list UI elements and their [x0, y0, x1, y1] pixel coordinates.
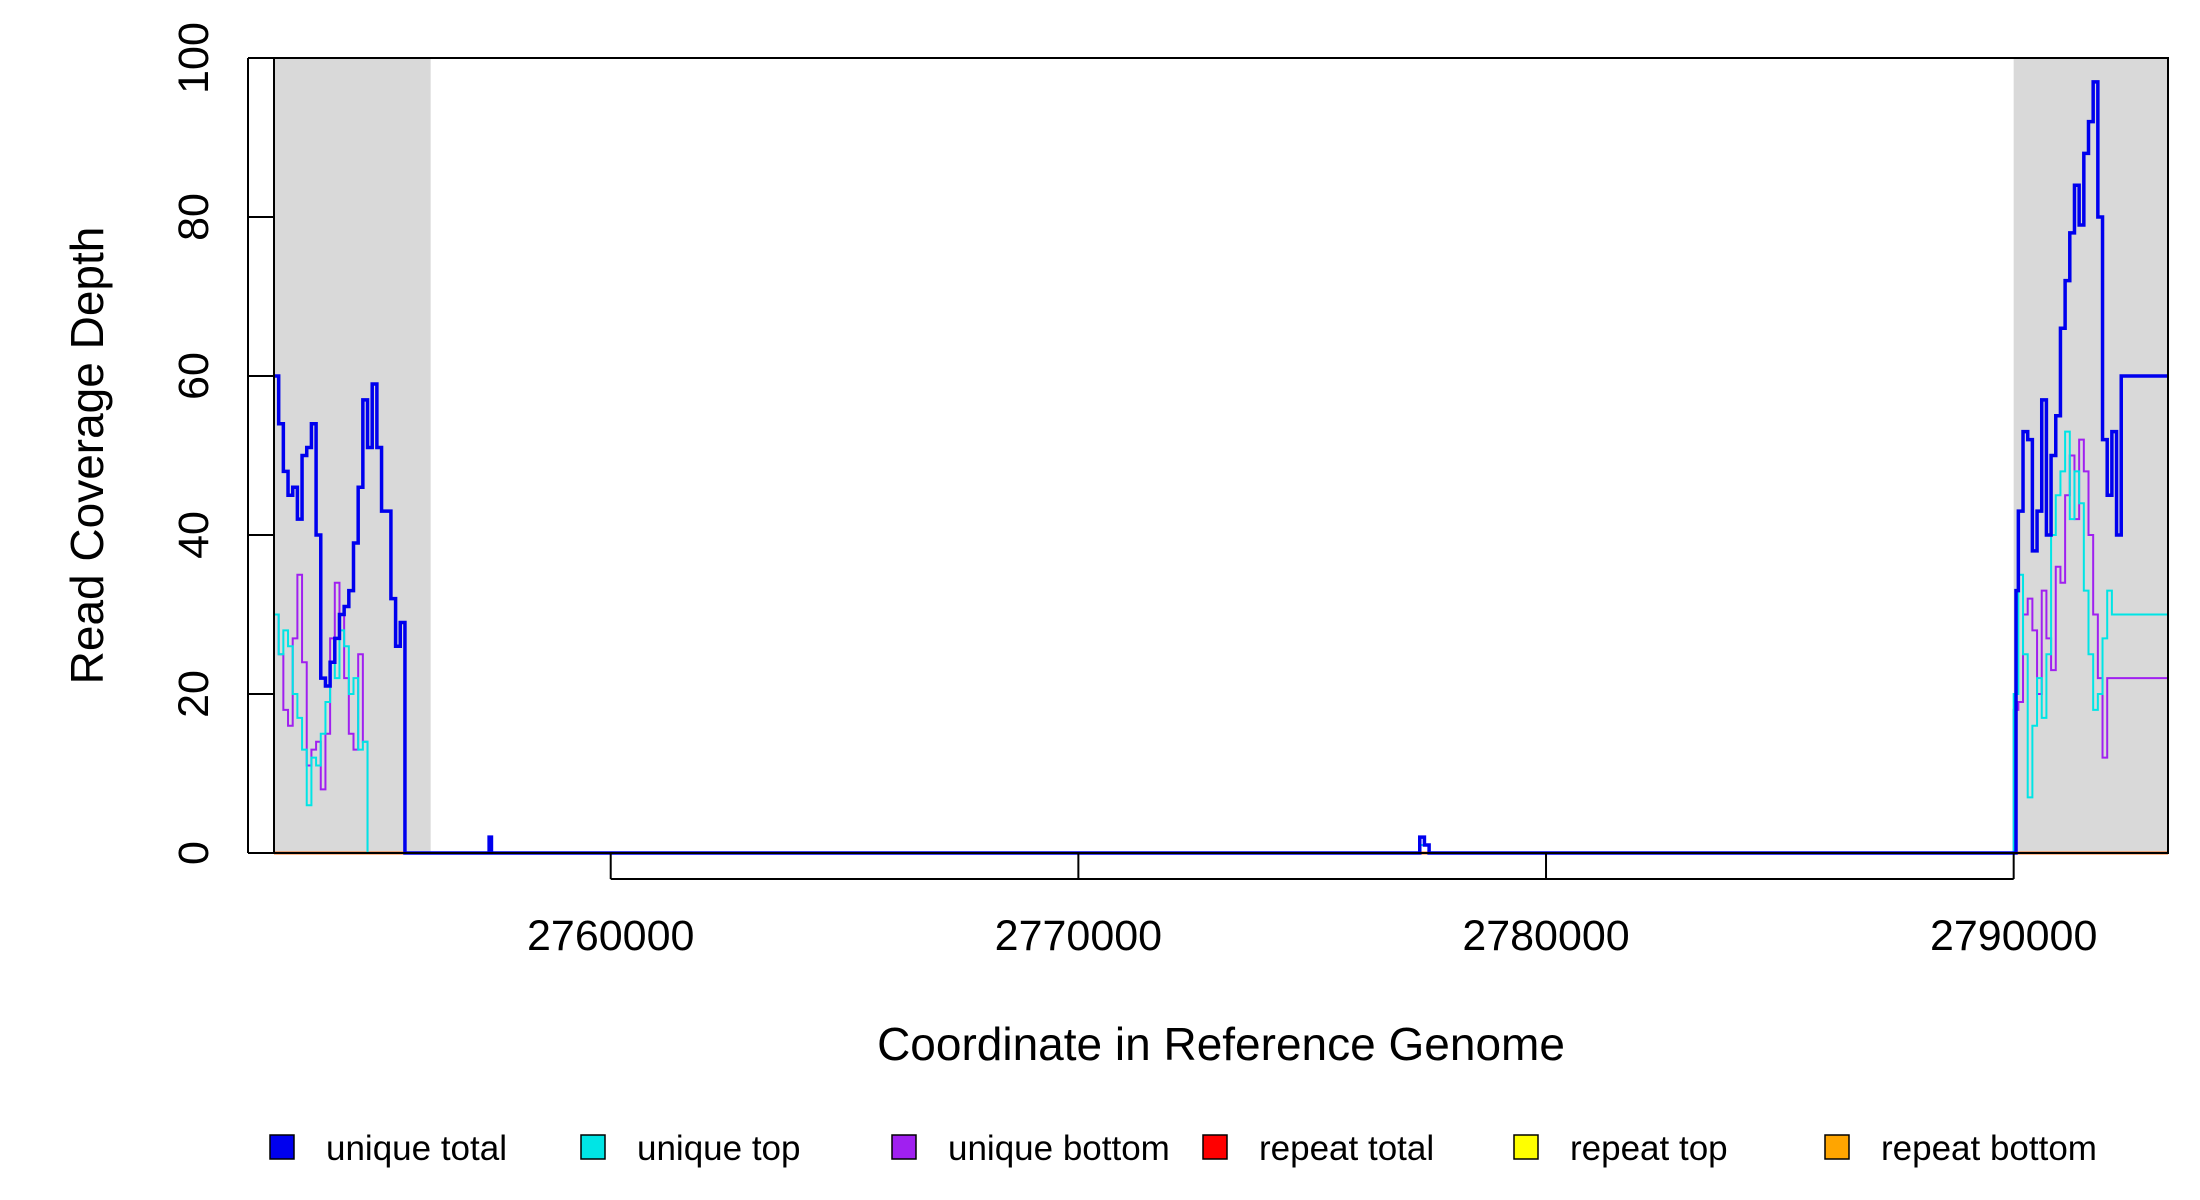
y-axis-title: Read Coverage Depth	[61, 227, 113, 685]
series-unique-bottom	[274, 438, 2168, 854]
series-lines	[274, 80, 2168, 855]
x-tick-label: 2780000	[1462, 912, 1629, 960]
shaded-regions	[274, 58, 2168, 853]
x-tick-label: 2760000	[527, 912, 694, 960]
x-axis-title: Coordinate in Reference Genome	[877, 1018, 1565, 1070]
legend: unique total unique top unique bottom repea…	[269, 1129, 2097, 1168]
legend-label: unique top	[637, 1129, 800, 1168]
legend-label: repeat bottom	[1881, 1129, 2097, 1168]
x-axis: 2760000 2770000 2780000 2790000	[527, 853, 2097, 960]
y-axis: 0 20 40 60 80 100	[170, 22, 274, 865]
y-tick-label: 20	[170, 670, 218, 718]
legend-label: unique total	[326, 1129, 507, 1168]
series-unique-top	[274, 430, 2168, 854]
legend-swatch	[580, 1134, 606, 1160]
legend-swatch	[269, 1134, 295, 1160]
legend-swatch	[1824, 1134, 1850, 1160]
plot-frame	[273, 57, 2169, 854]
legend-swatch	[1513, 1134, 1539, 1160]
legend-label: repeat top	[1570, 1129, 1728, 1168]
legend-label: repeat total	[1259, 1129, 1434, 1168]
legend-swatch	[891, 1134, 917, 1160]
legend-swatch	[1202, 1134, 1228, 1160]
y-tick-label: 60	[170, 352, 218, 400]
series-unique-total	[274, 80, 2168, 855]
y-tick-label: 0	[170, 841, 218, 865]
x-tick-label: 2770000	[995, 912, 1162, 960]
x-tick-label: 2790000	[1930, 912, 2097, 960]
shaded-region-2	[2013, 58, 2168, 853]
y-tick-label: 80	[170, 193, 218, 241]
legend-label: unique bottom	[948, 1129, 1170, 1168]
y-tick-label: 40	[170, 511, 218, 559]
y-tick-label: 100	[170, 22, 218, 94]
